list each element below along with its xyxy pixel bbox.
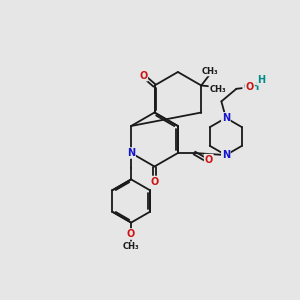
Text: O: O (139, 71, 147, 81)
Text: O: O (246, 82, 254, 92)
Text: OH: OH (243, 82, 260, 92)
Text: CH₃: CH₃ (123, 242, 140, 251)
Text: N: N (222, 150, 230, 160)
Text: O: O (150, 176, 159, 187)
Text: O: O (127, 229, 135, 239)
Text: N: N (127, 148, 135, 158)
Text: CH₃: CH₃ (201, 67, 218, 76)
Text: CH₃: CH₃ (209, 85, 226, 94)
Text: O: O (205, 154, 213, 165)
Text: H: H (257, 75, 265, 85)
Text: N: N (222, 113, 230, 123)
